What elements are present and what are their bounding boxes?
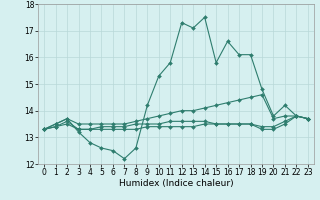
X-axis label: Humidex (Indice chaleur): Humidex (Indice chaleur) — [119, 179, 233, 188]
